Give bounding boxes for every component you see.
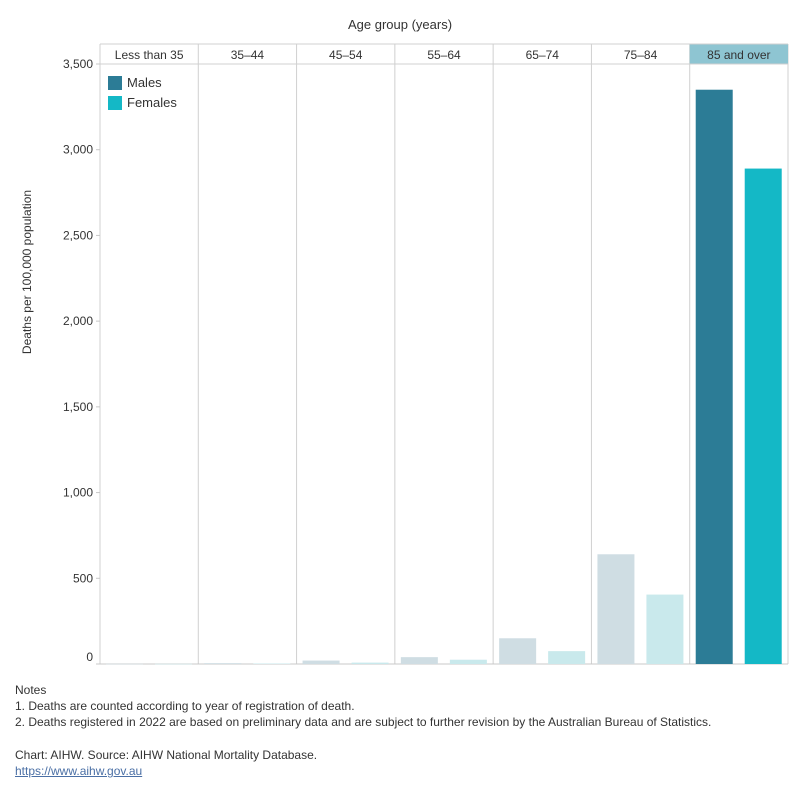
y-tick-label: 2,500 <box>63 228 93 242</box>
bar-females <box>744 168 782 665</box>
category-label: 35–44 <box>231 48 265 62</box>
notes-section: Notes 1. Deaths are counted according to… <box>15 682 711 730</box>
note-item: 2. Deaths registered in 2022 are based o… <box>15 715 712 729</box>
category-label: 85 and over <box>707 48 770 62</box>
y-tick-label: 2,000 <box>63 314 93 328</box>
source-section: Chart: AIHW. Source: AIHW National Morta… <box>15 747 317 779</box>
bar-males <box>499 638 537 664</box>
y-tick-label: 0 <box>86 650 93 664</box>
note-item: 1. Deaths are counted according to year … <box>15 699 355 713</box>
legend-swatch-males <box>108 76 122 90</box>
bar-males <box>204 663 242 664</box>
notes-heading: Notes <box>15 683 47 697</box>
bar-males <box>597 554 635 664</box>
y-tick-label: 1,000 <box>63 486 93 500</box>
bar-females <box>253 663 291 664</box>
y-tick-label: 500 <box>73 571 93 585</box>
bar-males <box>106 663 143 665</box>
category-label: Less than 35 <box>115 48 184 62</box>
bar-males <box>695 89 733 664</box>
bar-females <box>155 663 192 665</box>
source-text: Chart: AIHW. Source: AIHW National Morta… <box>15 748 318 762</box>
legend-label-females: Females <box>127 95 177 110</box>
y-tick-label: 1,500 <box>63 400 93 414</box>
category-label: 65–74 <box>526 48 560 62</box>
category-label: 55–64 <box>427 48 461 62</box>
top-axis-title: Age group (years) <box>348 17 452 32</box>
bar-males <box>302 660 340 664</box>
bar-females <box>449 659 487 664</box>
y-tick-label: 3,500 <box>63 57 93 71</box>
y-axis-title: Deaths per 100,000 population <box>20 190 34 354</box>
legend-swatch-females <box>108 96 122 110</box>
bar-chart: Age group (years) Deaths per 100,000 pop… <box>20 17 789 665</box>
category-label: 75–84 <box>624 48 658 62</box>
y-tick-label: 3,000 <box>63 143 93 157</box>
highlighted-header-cell <box>689 44 788 64</box>
bar-females <box>548 651 586 664</box>
category-label: 45–54 <box>329 48 363 62</box>
source-link[interactable]: https://www.aihw.gov.au <box>15 764 143 778</box>
bar-males <box>400 657 438 664</box>
legend-label-males: Males <box>127 75 162 90</box>
bar-females <box>646 594 684 664</box>
bar-females <box>351 662 389 664</box>
